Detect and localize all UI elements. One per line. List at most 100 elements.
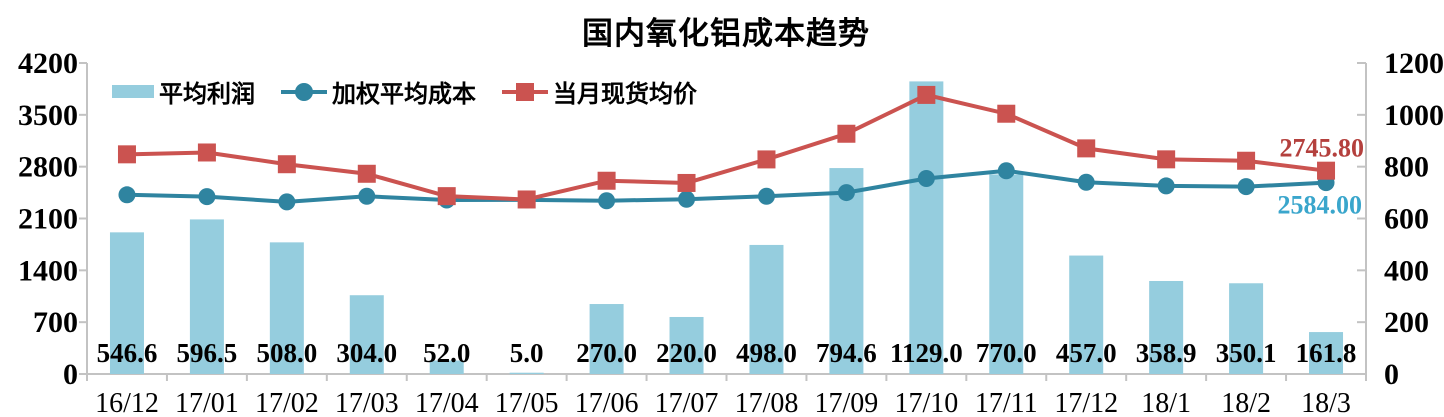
right-axis-tick-label: 1000	[1384, 99, 1444, 132]
x-axis-label: 17/11	[975, 388, 1038, 417]
price-marker-square-icon	[277, 155, 296, 174]
legend-label-weighted-average-cost: 加权平均成本	[332, 82, 476, 108]
bar	[429, 360, 464, 374]
price-marker-square-icon	[117, 145, 136, 164]
bar-value-label: 161.8	[1296, 338, 1357, 368]
right-axis-tick-label: 800	[1384, 151, 1429, 184]
price-marker-square-icon	[197, 143, 216, 162]
left-axis-tick-label: 3500	[18, 99, 78, 132]
cost-marker-circle-icon	[997, 162, 1015, 180]
bar	[109, 232, 144, 374]
bar	[829, 168, 864, 374]
cost-marker-circle-icon	[598, 192, 616, 210]
x-axis-label: 17/03	[335, 388, 399, 417]
bar-value-label: 498.0	[736, 338, 797, 368]
x-axis-label: 17/07	[655, 388, 719, 417]
right-axis-tick-label: 200	[1384, 306, 1429, 339]
cost-end-label: 2584.00	[1278, 191, 1363, 220]
price-marker-square-icon	[1237, 151, 1256, 170]
left-axis-tick-label: 4200	[18, 47, 78, 80]
bar	[349, 295, 384, 374]
circle-marker-icon	[295, 82, 313, 101]
price-marker-square-icon	[437, 187, 456, 206]
legend-item-spot-average-price: 当月现货均价	[502, 74, 697, 109]
legend-item-weighted-average-cost: 加权平均成本	[281, 74, 476, 109]
cost-marker-circle-icon	[837, 184, 855, 202]
price-marker-square-icon	[517, 190, 536, 209]
cost-marker-circle-icon	[1157, 177, 1175, 195]
price-marker-square-icon	[677, 173, 696, 192]
bar	[509, 372, 544, 374]
bar	[669, 316, 704, 374]
cost-marker-circle-icon	[1237, 178, 1255, 196]
x-axis-label: 17/08	[735, 388, 799, 417]
price-marker-square-icon	[997, 104, 1016, 123]
x-axis-label: 17/10	[894, 388, 958, 417]
bar-value-label: 794.6	[816, 338, 877, 368]
bar	[589, 304, 624, 374]
price-marker-square-icon	[1077, 139, 1096, 158]
left-axis-tick-label: 700	[33, 306, 78, 339]
bar	[909, 81, 944, 375]
cost-marker-circle-icon	[118, 186, 136, 204]
chart-title: 国内氧化铝成本趋势	[582, 16, 870, 51]
bar	[1309, 332, 1344, 374]
right-axis-tick-label: 600	[1384, 203, 1429, 236]
bar-value-label: 270.0	[576, 338, 637, 368]
price-marker-square-icon	[1317, 161, 1336, 180]
line-square-swatch-icon	[502, 82, 548, 101]
bar	[1149, 280, 1184, 374]
bar	[1069, 255, 1104, 374]
price-end-label: 2745.80	[1280, 134, 1365, 163]
right-axis-tick-label: 0	[1384, 358, 1399, 391]
legend-item-average-profit: 平均利润	[112, 74, 255, 109]
x-axis-label: 18/1	[1141, 388, 1191, 417]
x-axis-label: 18/2	[1221, 388, 1271, 417]
price-marker-square-icon	[597, 171, 616, 190]
left-axis-tick-label: 2800	[18, 151, 78, 184]
right-axis-tick-label: 400	[1384, 254, 1429, 287]
x-axis-label: 17/02	[255, 388, 319, 417]
right-axis-tick-label: 1200	[1384, 47, 1444, 80]
legend-label-spot-average-price: 当月现货均价	[553, 82, 697, 108]
bar-value-label: 304.0	[336, 338, 397, 368]
cost-marker-circle-icon	[278, 193, 296, 211]
line-circle-swatch-icon	[281, 82, 327, 101]
price-marker-square-icon	[837, 124, 856, 143]
cost-marker-circle-icon	[757, 187, 775, 205]
bar-value-label: 596.5	[177, 338, 238, 368]
bar-swatch-icon	[112, 85, 154, 98]
square-marker-icon	[516, 82, 534, 101]
bar	[1229, 283, 1264, 374]
legend: 平均利润 加权平均成本 当月现货均价	[112, 74, 697, 109]
x-axis-label: 17/01	[175, 388, 239, 417]
bar-value-label: 358.9	[1136, 338, 1197, 368]
x-axis-label: 18/3	[1301, 388, 1351, 417]
x-axis-label: 17/05	[495, 388, 559, 417]
left-axis-tick-label: 1400	[18, 254, 78, 287]
x-axis-label: 17/12	[1054, 388, 1118, 417]
bar	[269, 242, 304, 374]
cost-marker-circle-icon	[198, 188, 216, 206]
x-axis-label: 17/06	[575, 388, 639, 417]
cost-line	[126, 168, 1327, 204]
bar	[189, 219, 224, 374]
cost-marker-circle-icon	[678, 190, 696, 208]
x-axis-label: 17/09	[815, 388, 879, 417]
bar	[749, 244, 784, 374]
bar-value-label: 1129.0	[890, 338, 963, 368]
price-marker-square-icon	[757, 150, 776, 169]
bar-value-label: 5.0	[510, 338, 544, 368]
price-marker-square-icon	[1157, 150, 1176, 169]
cost-marker-circle-icon	[917, 170, 935, 188]
bar-value-label: 350.1	[1216, 338, 1277, 368]
x-axis-label: 17/04	[415, 388, 479, 417]
bar-value-label: 770.0	[976, 338, 1037, 368]
left-axis-tick-label: 2100	[18, 203, 78, 236]
bar-value-label: 457.0	[1056, 338, 1117, 368]
price-line	[126, 92, 1327, 202]
bar-value-label: 546.6	[97, 338, 158, 368]
price-marker-square-icon	[357, 164, 376, 183]
